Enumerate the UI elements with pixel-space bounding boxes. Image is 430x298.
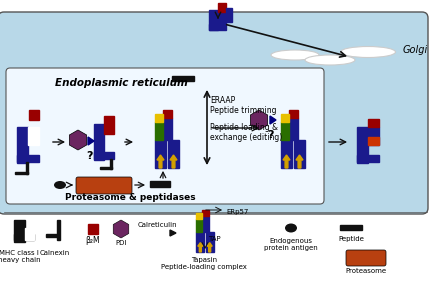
Bar (94, 152, 114, 159)
Bar (163, 118, 172, 140)
Bar (172, 76, 194, 81)
Text: Peptide: Peptide (337, 236, 363, 242)
Ellipse shape (284, 224, 296, 232)
FancyArrow shape (283, 155, 289, 168)
Text: β₂M: β₂M (86, 236, 100, 245)
Bar (202, 210, 208, 216)
FancyBboxPatch shape (6, 68, 323, 204)
Bar (367, 119, 378, 127)
Bar (155, 114, 163, 122)
Ellipse shape (270, 50, 318, 60)
Bar (26, 162, 28, 174)
Bar (155, 140, 166, 168)
Bar (218, 12, 225, 24)
Text: ERAAP
Peptide trimming: ERAAP Peptide trimming (209, 96, 276, 115)
Bar (15, 172, 28, 174)
Bar (28, 127, 39, 145)
Polygon shape (269, 116, 275, 124)
Bar (46, 234, 59, 237)
FancyArrow shape (295, 155, 302, 168)
Bar (280, 140, 291, 168)
Bar (100, 167, 112, 169)
Polygon shape (169, 230, 175, 236)
FancyBboxPatch shape (76, 177, 132, 194)
Bar (280, 114, 289, 122)
Text: Endogenous
protein antigen: Endogenous protein antigen (264, 238, 317, 251)
Bar (356, 127, 367, 163)
Bar (289, 110, 297, 118)
Bar (57, 220, 60, 240)
Text: ?: ? (86, 151, 93, 161)
Ellipse shape (304, 55, 354, 65)
Text: ?: ? (267, 130, 273, 140)
Text: Tapasin
Peptide-loading complex: Tapasin Peptide-loading complex (161, 257, 246, 270)
Bar (104, 116, 114, 134)
Text: PDI: PDI (115, 240, 126, 246)
Bar (29, 110, 39, 120)
Bar (17, 127, 28, 163)
Text: Peptide loading &
exchange (editing): Peptide loading & exchange (editing) (209, 123, 282, 142)
Text: Proteasome & peptidases: Proteasome & peptidases (65, 193, 195, 202)
FancyBboxPatch shape (0, 12, 427, 214)
Bar (88, 224, 98, 234)
Bar (218, 3, 225, 12)
Text: Proteasome: Proteasome (344, 268, 386, 274)
Text: Calnexin: Calnexin (40, 250, 70, 256)
Bar (163, 110, 172, 118)
Bar (209, 10, 218, 30)
Text: Golgi: Golgi (402, 45, 427, 55)
Bar (205, 232, 213, 252)
Bar (209, 24, 225, 30)
Bar (202, 216, 208, 232)
Bar (110, 159, 112, 169)
Bar (280, 122, 289, 140)
Bar (14, 220, 25, 242)
Bar (94, 124, 104, 160)
Bar (367, 137, 378, 145)
Text: MHC class I
heavy chain: MHC class I heavy chain (0, 250, 40, 263)
Bar (293, 140, 304, 168)
Text: ERp57: ERp57 (225, 209, 248, 215)
Bar (225, 8, 231, 22)
Polygon shape (88, 137, 94, 145)
Bar (367, 127, 378, 145)
FancyArrow shape (197, 243, 203, 252)
FancyBboxPatch shape (345, 250, 385, 266)
FancyArrow shape (169, 155, 177, 168)
Bar (14, 234, 34, 240)
Bar (196, 213, 202, 219)
FancyArrow shape (157, 155, 164, 168)
Bar (339, 225, 361, 230)
Bar (289, 118, 297, 140)
Text: TAP: TAP (208, 236, 220, 242)
Text: Calreticulin: Calreticulin (138, 222, 177, 228)
Bar (150, 181, 169, 187)
Bar (155, 122, 163, 140)
FancyArrow shape (207, 243, 212, 252)
Text: Endoplasmic reticulum: Endoplasmic reticulum (55, 78, 187, 88)
Bar (17, 155, 39, 162)
Bar (356, 155, 378, 162)
Bar (196, 232, 204, 252)
Bar (25, 228, 34, 240)
Bar (168, 140, 178, 168)
Bar (196, 219, 202, 232)
Ellipse shape (340, 46, 395, 58)
Ellipse shape (54, 181, 66, 189)
